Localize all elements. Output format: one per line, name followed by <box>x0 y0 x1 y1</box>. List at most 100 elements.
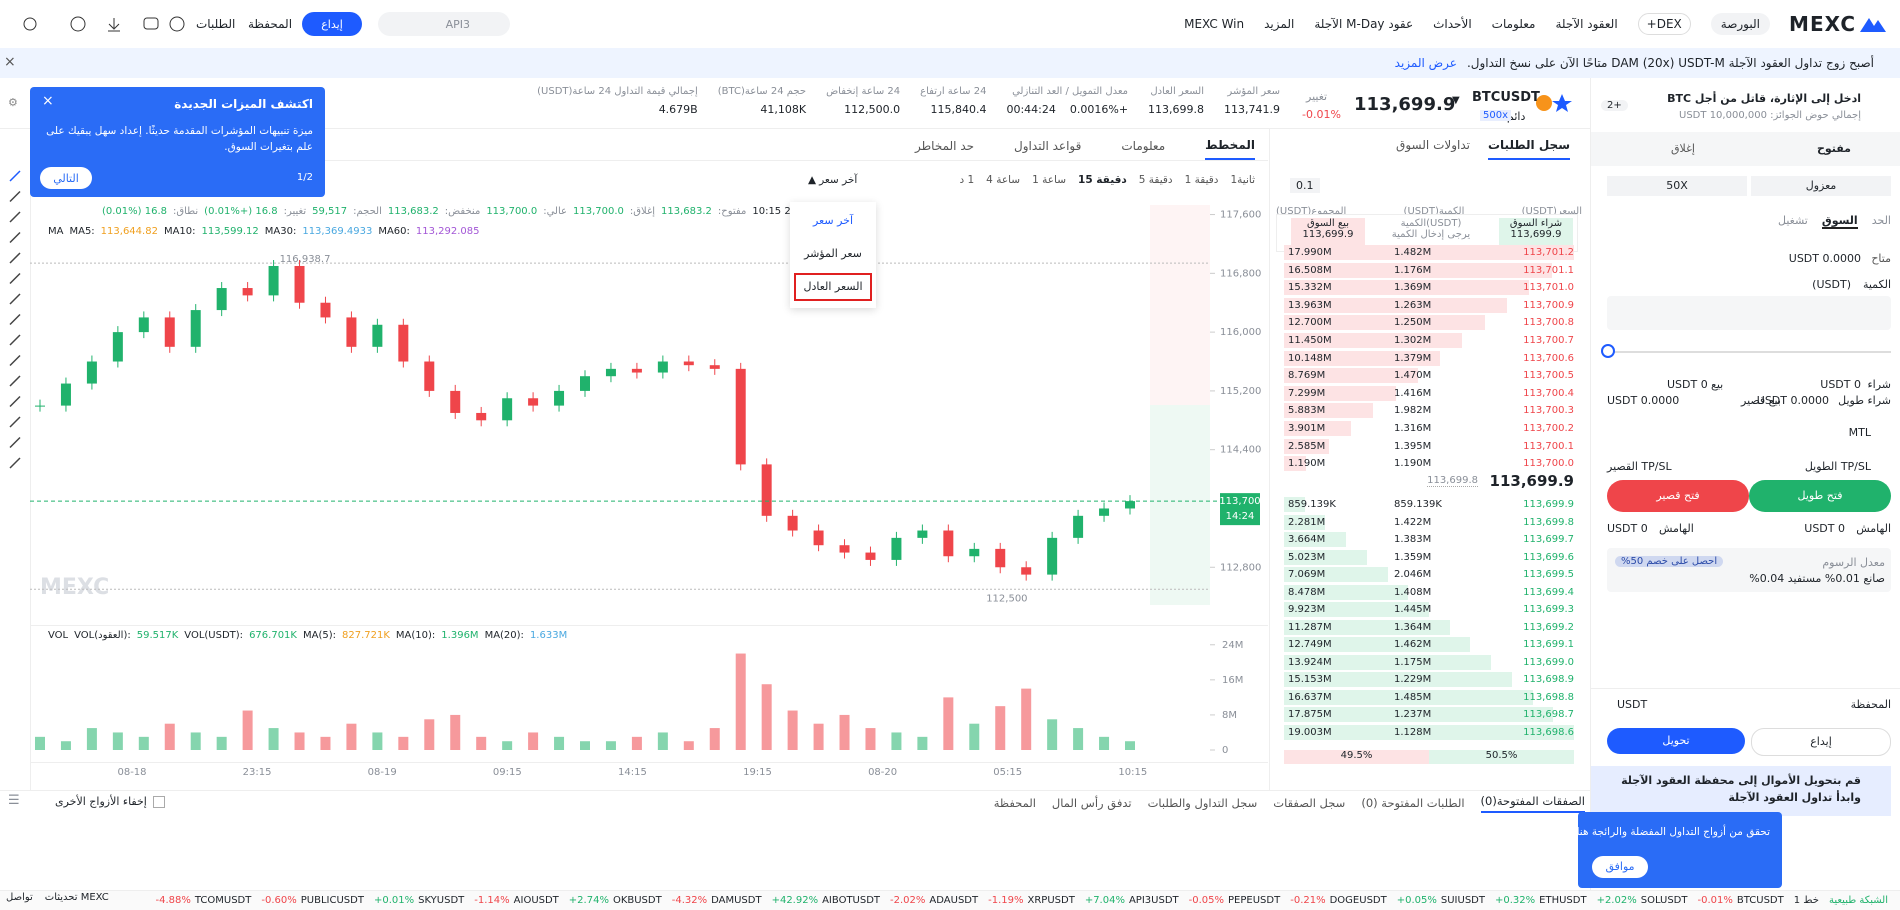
banner-close[interactable]: × <box>4 54 16 70</box>
wallet-currency[interactable]: USDT <box>1617 698 1648 711</box>
price-type[interactable]: ▲ آخر سعر <box>808 174 857 186</box>
interval[interactable]: دقيقة 1 <box>1184 174 1219 186</box>
book-row[interactable]: 19.003M 1.128M 113,698.6 <box>1284 724 1574 741</box>
positions-tab[interactable]: الصفقات المفتوحة(0) <box>1480 794 1585 813</box>
book-row[interactable]: 2.585M 1.395M 113,700.1 <box>1284 438 1574 455</box>
trade-tab[interactable]: مفتوح <box>1816 142 1851 155</box>
margin-mode[interactable]: معزول <box>1751 176 1891 196</box>
book-row[interactable]: 10.148M 1.379M 113,700.6 <box>1284 350 1574 367</box>
book-row[interactable]: 7.299M 1.416M 113,700.4 <box>1284 385 1574 402</box>
book-tab[interactable]: سجل الطلبات <box>1487 138 1570 160</box>
chart-tab[interactable]: حد المخاطر <box>915 139 975 153</box>
wallet-deposit[interactable]: إيداع <box>1751 728 1891 756</box>
list-icon[interactable]: ☰ <box>8 793 20 808</box>
orders-link[interactable]: الطلبات <box>196 17 236 31</box>
open-short[interactable]: فتح قصير <box>1607 480 1749 512</box>
chart-tab[interactable]: معلومات <box>1121 139 1166 153</box>
ticker[interactable]: -4.32% DAMUSDT <box>672 895 762 906</box>
interval[interactable]: ساعة 4 <box>986 174 1021 186</box>
book-row[interactable]: 11.450M 1.302M 113,700.7 <box>1284 332 1574 349</box>
ticker[interactable]: +0.05% SUIUSDT <box>1397 895 1485 906</box>
book-row[interactable]: 8.769M 1.470M 113,700.5 <box>1284 367 1574 384</box>
deposit-button[interactable]: إيداع <box>302 12 362 36</box>
ticker[interactable]: +2.74% OKBUSDT <box>569 895 662 906</box>
ticker[interactable]: +0.01% SKYUSDT <box>374 895 464 906</box>
chart-tab[interactable]: المخطط <box>1205 138 1255 160</box>
interval[interactable]: دقيقة 15 <box>1078 174 1127 186</box>
ticker[interactable]: -0.21% DOGEUSDT <box>1290 895 1387 906</box>
tooltip-ok[interactable]: موافق <box>1592 856 1648 878</box>
nav-item[interactable]: DEX+ <box>1637 13 1691 35</box>
order-type[interactable]: الحد <box>1871 214 1891 227</box>
ticker[interactable]: -1.14% AIOUSDT <box>474 895 559 906</box>
wallet-transfer[interactable]: تحويل <box>1607 728 1745 754</box>
order-type[interactable]: تشغيل <box>1778 214 1808 227</box>
nav-item[interactable]: معلومات <box>1491 17 1536 31</box>
nav-item[interactable]: البورصة <box>1710 13 1770 35</box>
book-row[interactable]: 12.700M 1.250M 113,700.8 <box>1284 314 1574 331</box>
market-sell[interactable]: بيع السوق 113,699.9 <box>1291 218 1365 248</box>
book-row[interactable]: 13.963M 1.263M 113,700.9 <box>1284 297 1574 314</box>
chart-tab[interactable]: قواعد التداول <box>1014 139 1082 153</box>
discount[interactable]: احصل على خصم 50% <box>1615 556 1724 567</box>
book-row[interactable]: 13.924M 1.175M 113,699.0 <box>1284 654 1574 671</box>
ticker[interactable]: -0.01% BTCUSDT <box>1698 895 1784 906</box>
nav-item[interactable]: العقود الآجلة <box>1555 17 1618 31</box>
slider-knob[interactable] <box>1601 344 1615 358</box>
wallet-link[interactable]: المحفظة <box>248 17 293 31</box>
book-row[interactable]: 17.875M 1.237M 113,698.7 <box>1284 706 1574 723</box>
book-row[interactable]: 12.749M 1.462M 113,699.1 <box>1284 636 1574 653</box>
hide-others-checkbox[interactable] <box>152 795 165 808</box>
promo-more[interactable]: +2 <box>1601 100 1628 111</box>
book-row[interactable]: 5.883M 1.982M 113,700.3 <box>1284 402 1574 419</box>
status-updates[interactable]: تحديثات MEXC <box>44 892 109 903</box>
ticker[interactable]: -1.19% XRPUSDT <box>988 895 1075 906</box>
book-row[interactable]: 15.332M 1.369M 113,701.0 <box>1284 279 1574 296</box>
book-row[interactable]: 1.190M 1.190M 113,700.0 <box>1284 455 1574 472</box>
book-step[interactable]: 0.1 <box>1290 178 1320 193</box>
tpsl-long[interactable]: TP/SL الطويل <box>1804 460 1871 473</box>
positions-tab[interactable]: الطلبات المفتوحة (0) <box>1361 796 1465 810</box>
book-row[interactable]: 859.139K 859.139K 113,699.9 <box>1284 496 1574 513</box>
market-qty[interactable]: الكمية(USDT) يرجى إدخال الكمية <box>1371 218 1491 240</box>
book-row[interactable]: 3.664M 1.383M 113,699.7 <box>1284 531 1574 548</box>
ticker[interactable]: -0.60% PUBLICUSDT <box>261 895 364 906</box>
ticker[interactable]: -2.02% ADAUSDT <box>890 895 978 906</box>
mtl[interactable]: MTL <box>1848 426 1871 439</box>
order-type[interactable]: السوق <box>1821 214 1858 229</box>
ticker[interactable]: -4.88% TCOMUSDT <box>156 895 252 906</box>
ticker[interactable]: +0.32% ETHUSDT <box>1495 895 1587 906</box>
leverage[interactable]: 50X <box>1607 176 1747 196</box>
line-status[interactable]: خط 1 <box>1793 894 1819 906</box>
price-menu-item[interactable]: آخر سعر <box>812 214 853 227</box>
book-row[interactable]: 5.023M 1.359M 113,699.6 <box>1284 549 1574 566</box>
interval[interactable]: دقيقة 5 <box>1138 174 1173 186</box>
price-menu-item[interactable]: السعر العادل <box>794 273 872 301</box>
price-menu-item[interactable]: سعر المؤشر <box>804 247 862 260</box>
positions-tab[interactable]: المحفظة <box>993 796 1036 810</box>
search-box[interactable]: API3 <box>378 12 510 36</box>
symbol-name[interactable]: BTCUSDT <box>1472 90 1540 105</box>
book-row[interactable]: 2.281M 1.422M 113,699.8 <box>1284 514 1574 531</box>
book-tab[interactable]: تداولات السوق <box>1396 138 1470 152</box>
book-row[interactable]: 8.478M 1.408M 113,699.4 <box>1284 584 1574 601</box>
qty-input[interactable] <box>1607 296 1891 330</box>
positions-tab[interactable]: سجل التداول والطلبات <box>1147 796 1258 810</box>
banner-link[interactable]: عرض المزيد <box>1394 56 1457 70</box>
logo[interactable]: MEXC <box>1789 10 1886 38</box>
qty-unit[interactable]: (USDT) <box>1812 278 1851 291</box>
positions-tab[interactable]: سجل الصفقات <box>1273 796 1346 810</box>
layout-icon[interactable]: ⚙ <box>8 96 18 109</box>
book-row[interactable]: 16.508M 1.176M 113,701.1 <box>1284 262 1574 279</box>
nav-item[interactable]: المزيد <box>1264 17 1295 31</box>
ticker[interactable]: -0.05% PEPEUSDT <box>1189 895 1281 906</box>
nav-item[interactable]: MEXC Win <box>1184 17 1245 31</box>
book-row[interactable]: 17.990M 1.482M 113,701.2 <box>1284 244 1574 261</box>
tpsl-short[interactable]: TP/SL القصير <box>1607 460 1672 473</box>
symbol-dropdown[interactable]: ▼ <box>1452 95 1460 106</box>
slider[interactable] <box>1607 351 1891 353</box>
ticker[interactable]: +2.02% SOLUSDT <box>1597 895 1688 906</box>
hide-others[interactable]: إخفاء الأزواج الأخرى <box>55 795 165 808</box>
ticker[interactable]: +7.04% API3USDT <box>1085 895 1179 906</box>
book-row[interactable]: 15.153M 1.229M 113,698.9 <box>1284 671 1574 688</box>
